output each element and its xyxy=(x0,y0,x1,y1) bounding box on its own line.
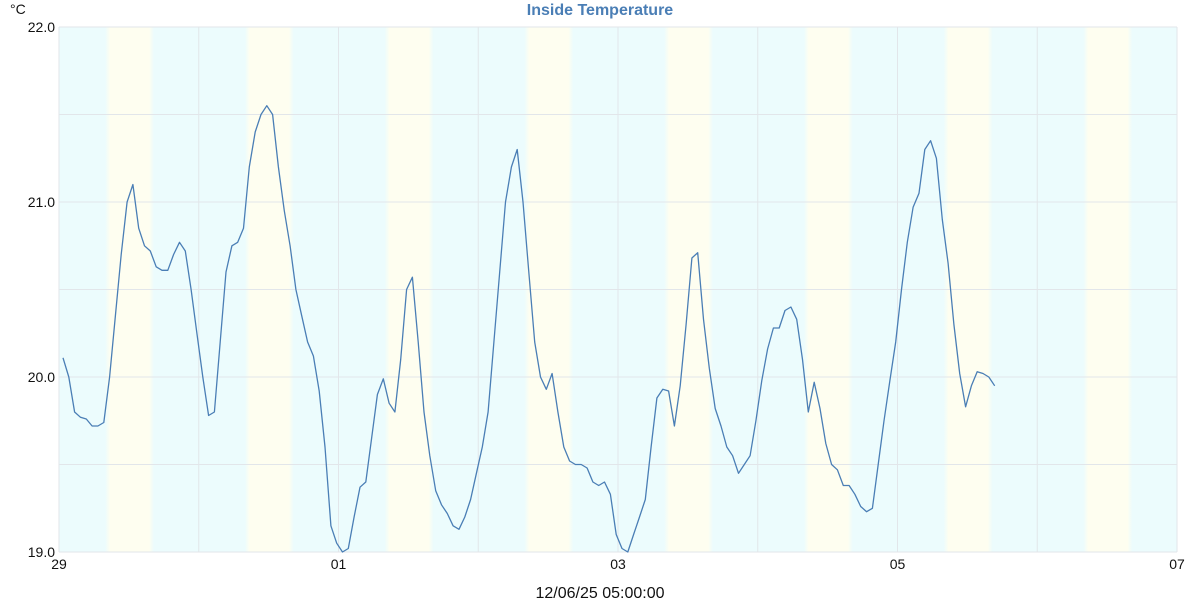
y-tick-label: 22.0 xyxy=(28,19,55,35)
x-tick-label: 05 xyxy=(890,556,906,572)
x-tick-label: 03 xyxy=(610,556,626,572)
y-unit-label: °C xyxy=(10,1,26,17)
x-tick-label: 01 xyxy=(331,556,347,572)
temperature-line xyxy=(62,105,996,553)
chart-title: Inside Temperature xyxy=(527,2,674,19)
x-axis-label: 12/06/25 05:00:00 xyxy=(535,585,664,600)
x-tick-label: 29 xyxy=(51,556,67,572)
series-line xyxy=(62,105,996,553)
axis-labels: 19.0 20.0 21.0 22.0 29 01 03 05 07 xyxy=(28,19,1185,572)
y-tick-label: 21.0 xyxy=(28,194,55,210)
x-tick-label: 07 xyxy=(1169,556,1185,572)
y-tick-label: 19.0 xyxy=(28,544,55,560)
y-tick-label: 20.0 xyxy=(28,369,55,385)
